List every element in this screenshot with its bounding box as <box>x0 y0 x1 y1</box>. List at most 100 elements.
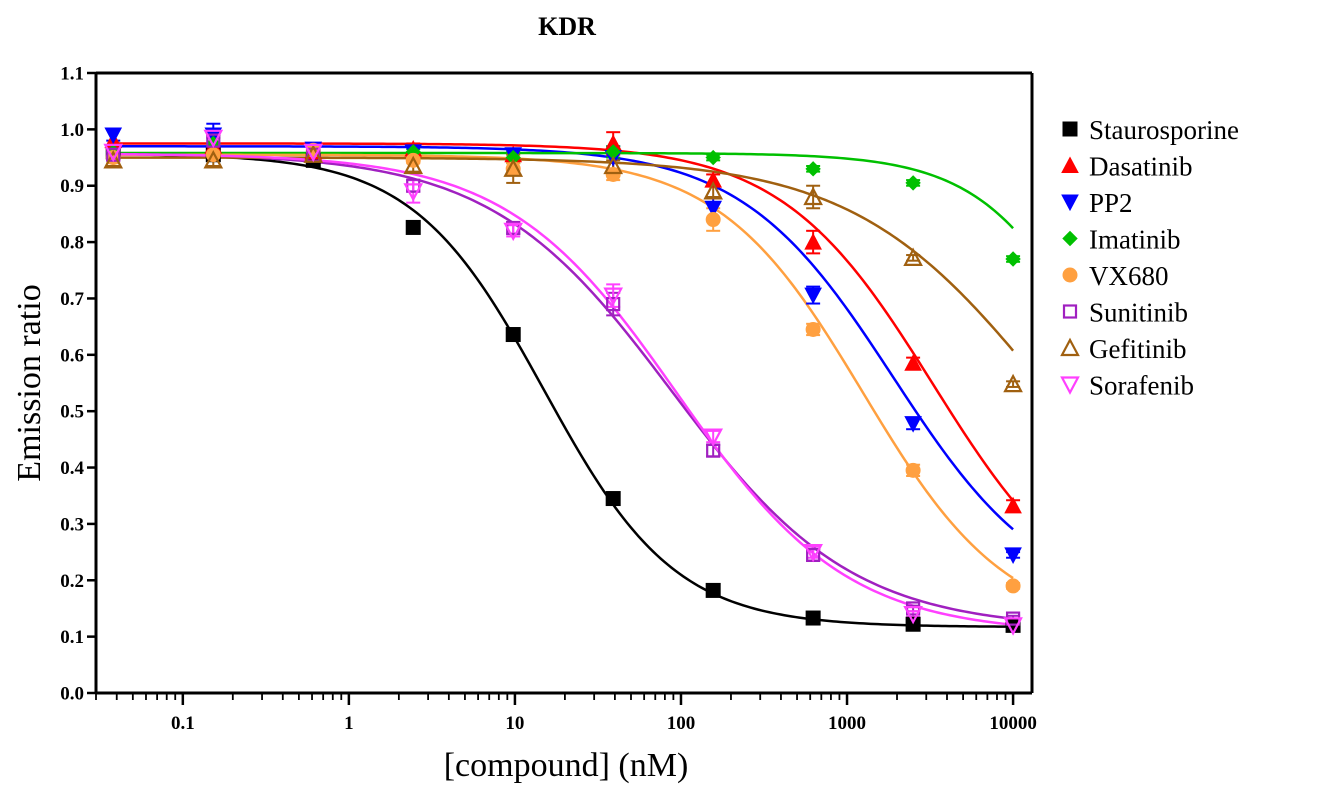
fit-curve-sunitinib <box>113 152 1014 620</box>
data-point-sunitinib <box>906 601 921 616</box>
data-point-gefitinib <box>703 181 724 200</box>
legend-item-sorafenib: Sorafenib <box>1060 371 1194 401</box>
chart-title: KDR <box>538 12 596 41</box>
data-point-dasatinib <box>1004 496 1022 514</box>
data-point-sorafenib <box>1003 617 1023 636</box>
data-point-pp2 <box>704 200 723 218</box>
fit-curve-dasatinib <box>113 142 1015 502</box>
legend-marker-sorafenib <box>1060 376 1080 395</box>
data-point-imatinib <box>705 149 721 166</box>
x-tick-label: 1000 <box>828 713 866 734</box>
y-tick-label: 0.0 <box>60 684 84 705</box>
data-point-vx680 <box>605 166 621 182</box>
data-point-gefitinib <box>503 158 524 177</box>
legend-label-gefitinib: Gefitinib <box>1089 334 1186 364</box>
data-point-gefitinib <box>1003 373 1023 393</box>
data-point-pp2 <box>804 287 822 305</box>
data-point-staurosporine <box>405 219 421 235</box>
legend-label-imatinib: Imatinib <box>1089 225 1180 255</box>
data-point-sorafenib <box>903 605 923 625</box>
data-point-gefitinib <box>103 150 124 169</box>
data-point-sorafenib <box>803 543 823 563</box>
y-tick-label: 0.7 <box>60 289 84 310</box>
legend-item-imatinib: Imatinib <box>1062 225 1180 255</box>
data-point-gefitinib <box>603 155 624 175</box>
legend: Staurosporine Dasatinib PP2 Imatinib VX680 Su… <box>1060 115 1239 401</box>
legend-item-dasatinib: Dasatinib <box>1061 152 1192 182</box>
fit-curve-sorafenib <box>113 152 1014 627</box>
data-point-vx680 <box>805 321 821 337</box>
data-point-sorafenib <box>503 222 524 242</box>
x-axis-ticks: 0.1 1 10 100 1000 10000 <box>95 693 1037 734</box>
x-tick-label: 100 <box>667 713 696 734</box>
legend-label-sunitinib: Sunitinib <box>1089 298 1188 328</box>
fit-curve-staurosporine <box>113 153 1014 628</box>
x-tick-label: 1 <box>344 713 354 734</box>
legend-item-pp2: PP2 <box>1061 188 1133 218</box>
y-axis-label: Emission ratio <box>11 284 48 481</box>
legend-marker-sunitinib <box>1062 304 1078 319</box>
y-tick-label: 0.3 <box>60 514 84 535</box>
legend-label-dasatinib: Dasatinib <box>1089 152 1192 182</box>
y-tick-label: 0.1 <box>60 627 84 648</box>
data-point-vx680 <box>905 462 921 478</box>
data-point-gefitinib <box>403 155 424 175</box>
data-point-staurosporine <box>705 582 721 598</box>
data-point-sorafenib <box>103 143 124 163</box>
data-point-imatinib <box>905 175 921 191</box>
y-tick-label: 0.4 <box>60 458 84 479</box>
x-axis-label: [compound] (nM) <box>444 747 689 784</box>
legend-item-staurosporine: Staurosporine <box>1062 115 1239 145</box>
data-point-gefitinib <box>203 150 224 169</box>
error-bars <box>106 122 1021 630</box>
axes <box>94 71 1034 695</box>
data-point-staurosporine <box>505 327 521 343</box>
y-tick-label: 0.9 <box>60 176 84 197</box>
data-point-sorafenib <box>703 428 724 447</box>
data-point-staurosporine <box>805 610 821 626</box>
y-tick-label: 0.8 <box>60 233 84 254</box>
data-point-dasatinib <box>904 354 922 371</box>
y-tick-label: 1.1 <box>60 64 84 85</box>
fit-curves <box>113 142 1015 628</box>
x-tick-label: 0.1 <box>171 713 195 734</box>
data-point-dasatinib <box>804 233 822 250</box>
data-point-pp2 <box>904 416 922 433</box>
legend-item-sunitinib: Sunitinib <box>1062 298 1188 328</box>
data-point-sunitinib <box>606 296 621 312</box>
data-point-sorafenib <box>303 143 324 163</box>
data-point-staurosporine <box>605 491 621 507</box>
legend-label-pp2: PP2 <box>1089 188 1133 218</box>
data-point-vx680 <box>705 212 721 228</box>
data-points <box>103 127 1023 636</box>
legend-marker-imatinib <box>1062 230 1078 247</box>
legend-marker-staurosporine <box>1062 121 1078 137</box>
fit-curve-pp2 <box>113 145 1014 531</box>
y-tick-label: 0.6 <box>60 345 84 366</box>
data-point-dasatinib <box>704 171 723 188</box>
data-point-imatinib <box>1005 251 1021 267</box>
y-tick-label: 0.2 <box>60 571 84 592</box>
data-point-pp2 <box>104 127 123 145</box>
fit-curve-imatinib <box>113 151 1014 230</box>
data-point-sunitinib <box>406 178 421 193</box>
data-point-imatinib <box>805 161 821 177</box>
fit-curve-vx680 <box>113 153 1014 580</box>
data-point-vx680 <box>1005 578 1021 594</box>
data-point-pp2 <box>1004 547 1022 564</box>
legend-item-vx680: VX680 <box>1062 261 1169 291</box>
y-tick-label: 0.5 <box>60 402 84 423</box>
legend-marker-vx680 <box>1062 267 1078 283</box>
legend-label-staurosporine: Staurosporine <box>1089 115 1239 145</box>
x-tick-label: 10000 <box>989 713 1037 734</box>
y-axis-ticks: 0.0 0.1 0.2 0.3 0.4 0.5 0.6 0.7 0.8 0.9 1.0 1.1 <box>60 64 96 705</box>
data-point-gefitinib <box>803 186 823 206</box>
x-tick-label: 10 <box>505 713 524 734</box>
legend-marker-pp2 <box>1061 194 1079 212</box>
data-point-gefitinib <box>903 247 923 266</box>
legend-label-sorafenib: Sorafenib <box>1089 371 1194 401</box>
legend-marker-gefitinib <box>1060 337 1080 357</box>
data-point-sorafenib <box>203 129 224 149</box>
legend-item-gefitinib: Gefitinib <box>1060 334 1186 364</box>
